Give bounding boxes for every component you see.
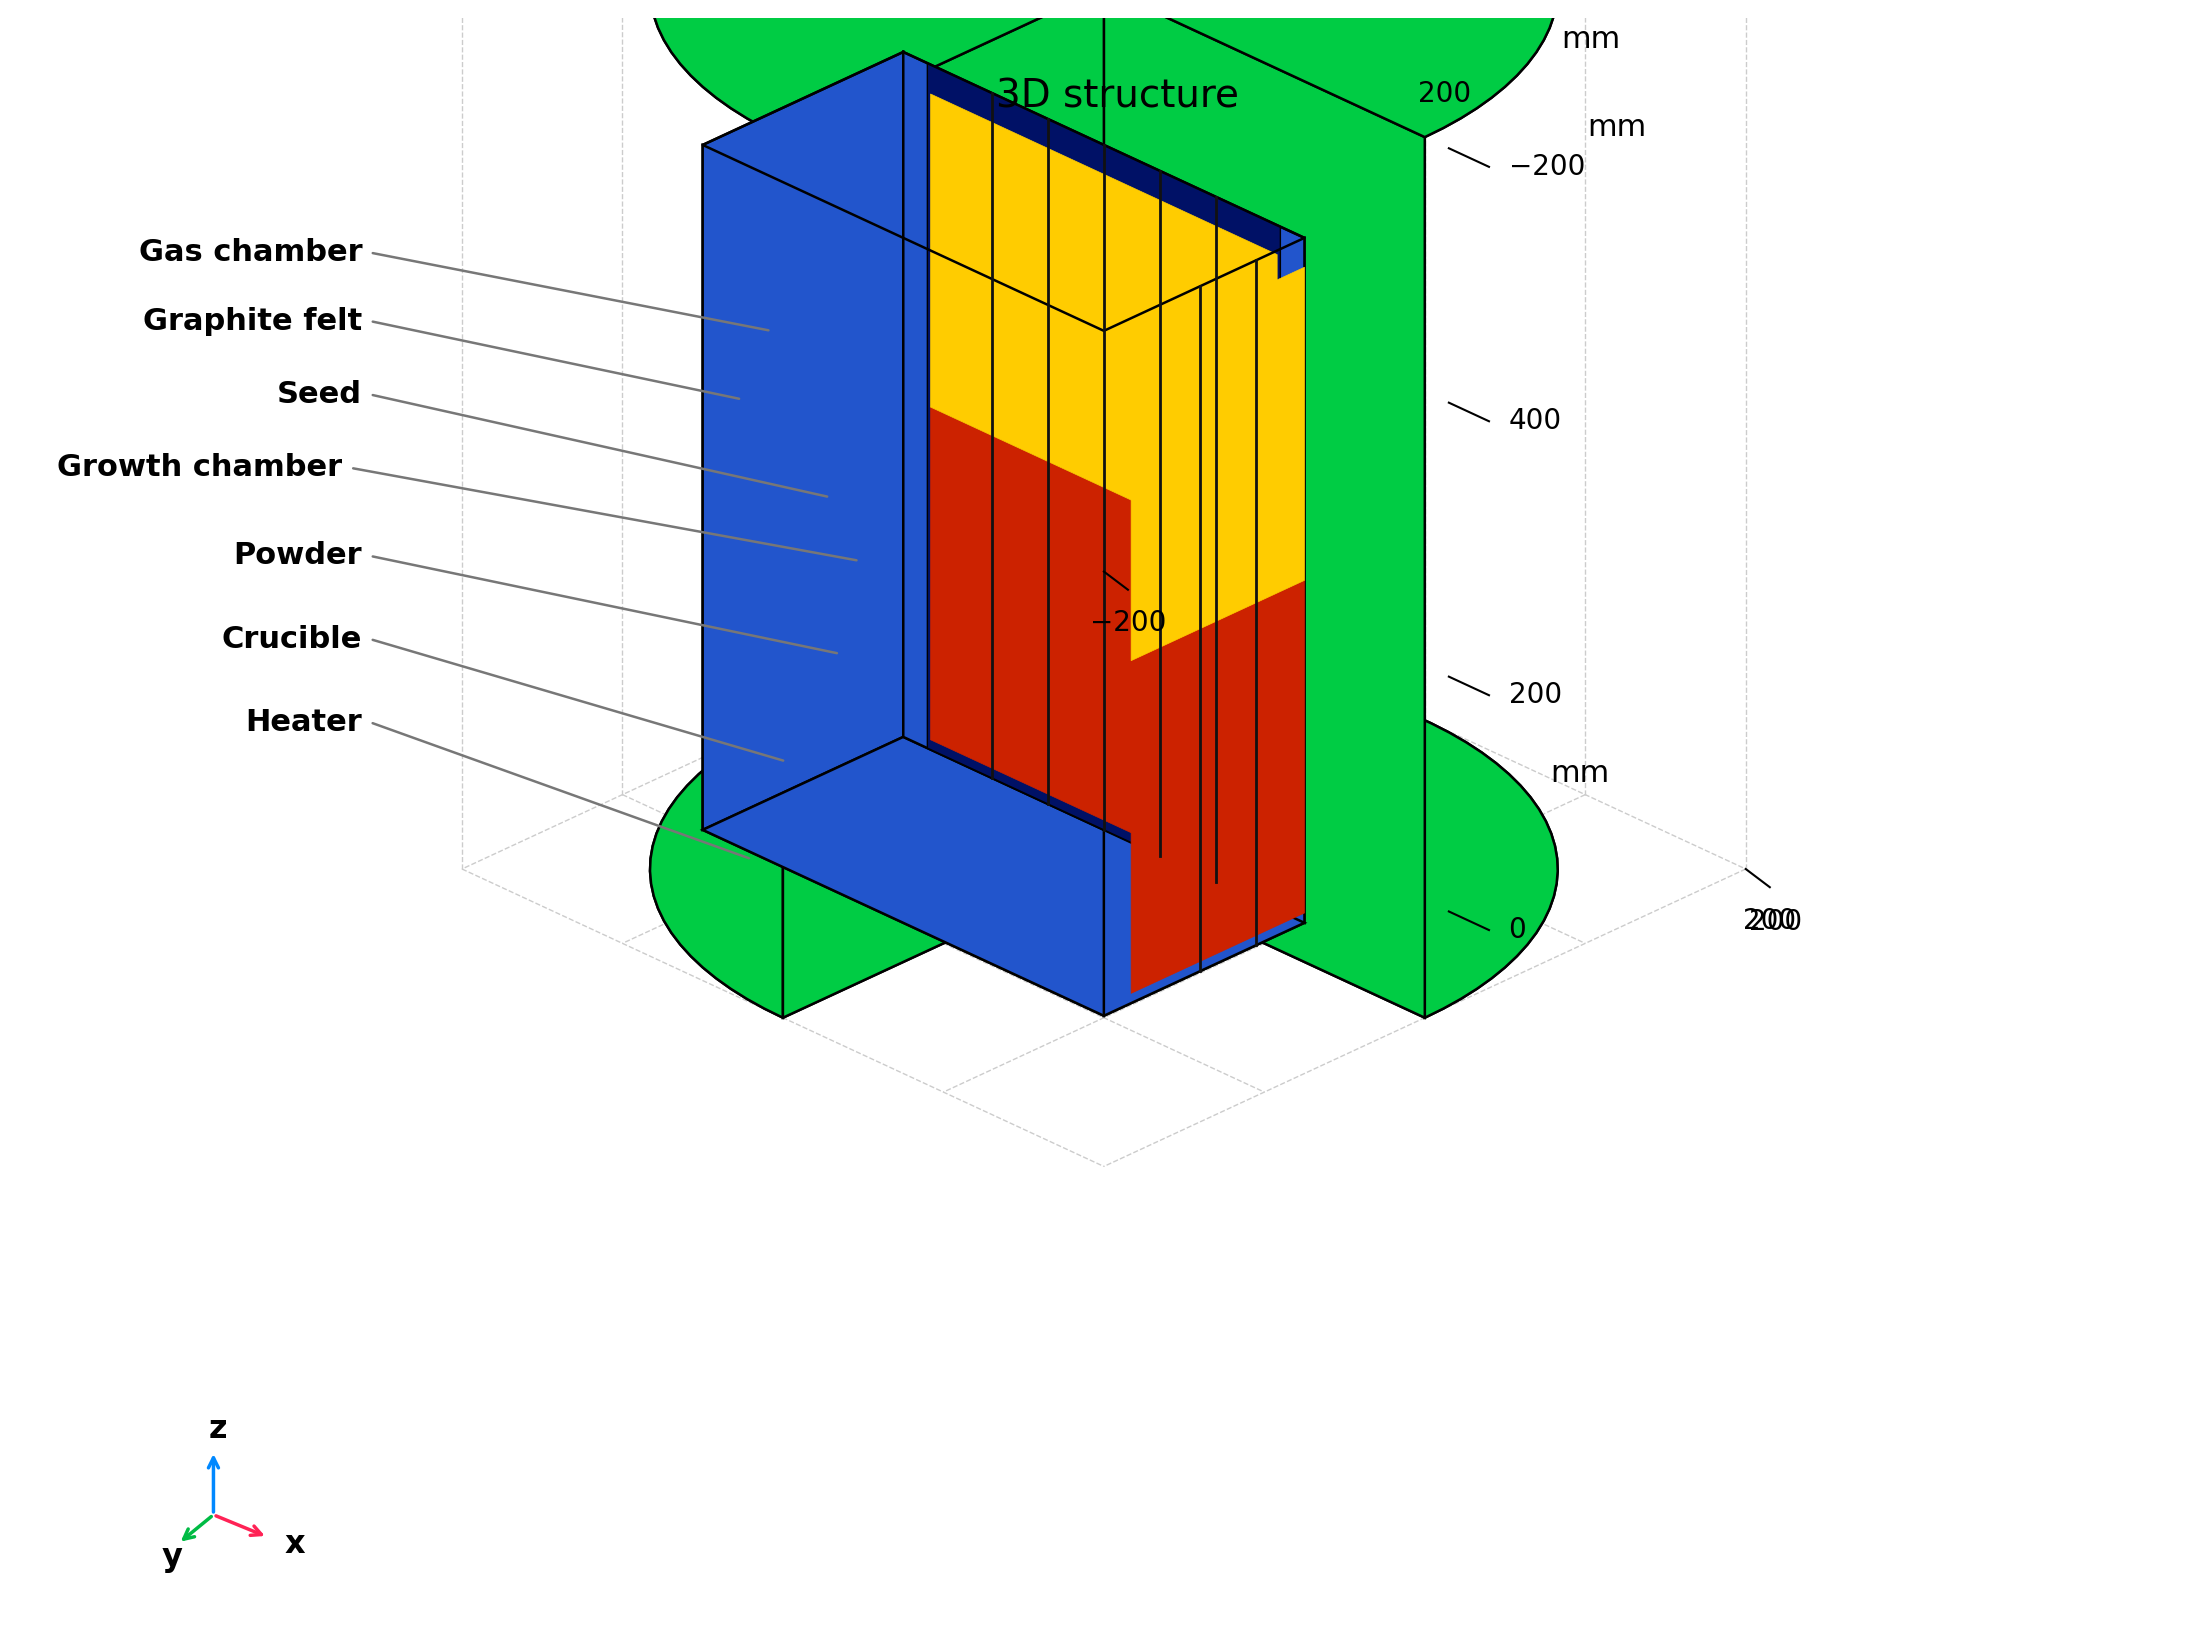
Polygon shape bbox=[650, 0, 1558, 1018]
Polygon shape bbox=[650, 0, 1558, 137]
Text: 3D structure: 3D structure bbox=[996, 77, 1238, 115]
Text: z: z bbox=[210, 1415, 228, 1444]
Text: 200: 200 bbox=[1744, 907, 1796, 935]
Text: Seed: Seed bbox=[278, 380, 363, 408]
Polygon shape bbox=[1131, 580, 1304, 993]
Text: 400: 400 bbox=[1508, 407, 1562, 435]
Text: Crucible: Crucible bbox=[221, 624, 363, 654]
Polygon shape bbox=[783, 0, 1105, 1018]
Text: Gas chamber: Gas chamber bbox=[138, 239, 363, 267]
Polygon shape bbox=[702, 145, 1105, 1016]
Text: mm: mm bbox=[1549, 759, 1610, 787]
Polygon shape bbox=[1105, 237, 1304, 1016]
Text: y: y bbox=[162, 1542, 182, 1573]
Polygon shape bbox=[928, 63, 1280, 912]
Polygon shape bbox=[930, 94, 1278, 568]
Text: 200: 200 bbox=[1748, 907, 1801, 935]
Text: Growth chamber: Growth chamber bbox=[57, 453, 344, 483]
Polygon shape bbox=[702, 53, 904, 830]
Text: mm: mm bbox=[1586, 114, 1645, 142]
Text: mm: mm bbox=[1562, 25, 1621, 54]
Text: −200: −200 bbox=[1508, 153, 1584, 181]
Polygon shape bbox=[904, 53, 1304, 922]
Text: −200: −200 bbox=[1090, 609, 1166, 637]
Polygon shape bbox=[650, 659, 1558, 1018]
Polygon shape bbox=[702, 736, 1304, 1016]
Text: Heater: Heater bbox=[245, 708, 363, 736]
Text: Graphite felt: Graphite felt bbox=[142, 306, 363, 336]
Text: 200: 200 bbox=[1508, 682, 1562, 710]
Text: x: x bbox=[284, 1530, 304, 1560]
Text: 0: 0 bbox=[1508, 916, 1527, 944]
Text: 200: 200 bbox=[1418, 79, 1470, 107]
Polygon shape bbox=[1131, 267, 1304, 660]
Polygon shape bbox=[1105, 0, 1424, 1018]
Text: Powder: Powder bbox=[234, 542, 363, 570]
Polygon shape bbox=[930, 407, 1278, 901]
